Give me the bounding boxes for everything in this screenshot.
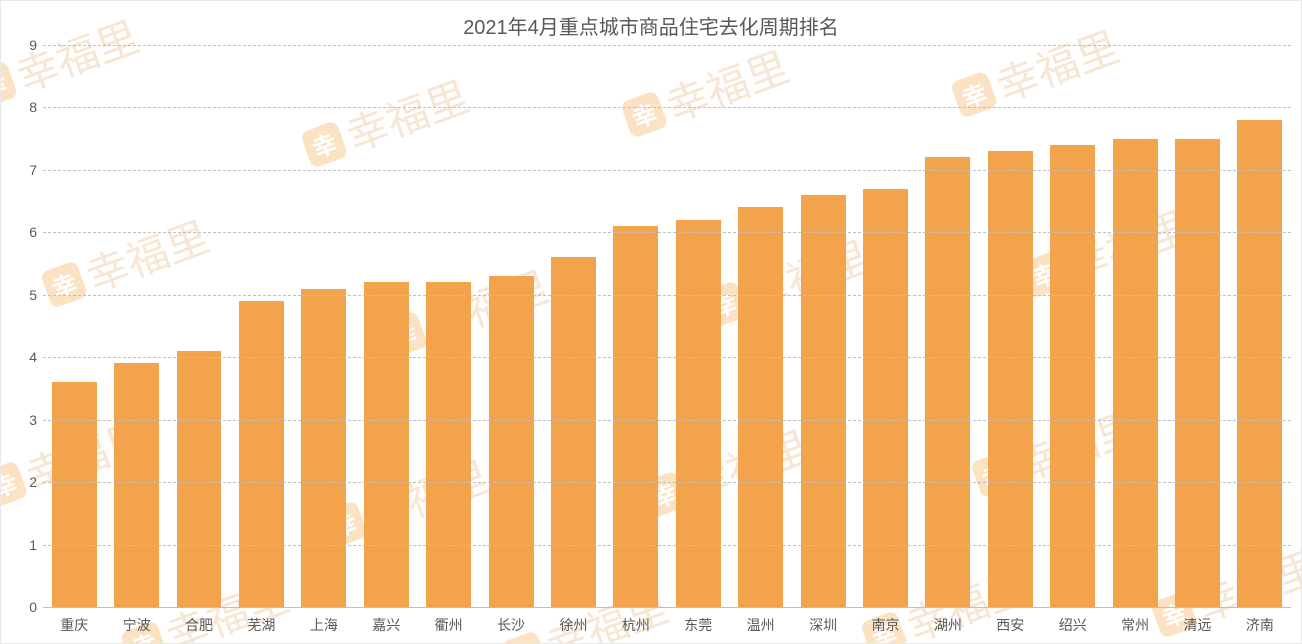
bar-slot: [792, 45, 854, 607]
y-tick-label: 4: [13, 349, 37, 365]
grid-line: [43, 357, 1291, 358]
grid-line: [43, 482, 1291, 483]
bar: [239, 301, 284, 607]
x-tick-label: 徐州: [542, 615, 604, 635]
x-tick-label: 芜湖: [230, 615, 292, 635]
grid-line: [43, 232, 1291, 233]
x-tick-label: 南京: [854, 615, 916, 635]
x-tick-label: 西安: [979, 615, 1041, 635]
y-tick-label: 0: [13, 599, 37, 615]
bar-slot: [355, 45, 417, 607]
bars-group: [43, 45, 1291, 607]
x-tick-label: 东莞: [667, 615, 729, 635]
bar-slot: [417, 45, 479, 607]
x-tick-label: 济南: [1229, 615, 1291, 635]
grid-line: [43, 45, 1291, 46]
x-tick-label: 合肥: [168, 615, 230, 635]
x-tick-label: 嘉兴: [355, 615, 417, 635]
bar-slot: [917, 45, 979, 607]
x-axis-labels: 重庆宁波合肥芜湖上海嘉兴衢州长沙徐州杭州东莞温州深圳南京湖州西安绍兴常州清远济南: [43, 615, 1291, 635]
bar: [676, 220, 721, 607]
x-tick-label: 宁波: [105, 615, 167, 635]
x-tick-label: 重庆: [43, 615, 105, 635]
chart-title: 2021年4月重点城市商品住宅去化周期排名: [1, 11, 1301, 40]
bar-slot: [1042, 45, 1104, 607]
bar: [301, 289, 346, 607]
bar-slot: [729, 45, 791, 607]
x-tick-label: 湖州: [917, 615, 979, 635]
y-tick-label: 8: [13, 99, 37, 115]
bar-slot: [293, 45, 355, 607]
plot-area: 0123456789: [43, 45, 1291, 607]
bar: [489, 276, 534, 607]
grid-line: [43, 545, 1291, 546]
bar: [426, 282, 471, 607]
y-tick-label: 6: [13, 224, 37, 240]
grid-line: [43, 420, 1291, 421]
chart-container: 幸幸福里幸幸福里幸幸福里幸幸福里幸幸福里幸幸福里幸幸福里幸幸福里幸幸福里幸幸福里…: [0, 0, 1302, 644]
y-tick-label: 3: [13, 412, 37, 428]
grid-line: [43, 295, 1291, 296]
bar: [925, 157, 970, 607]
x-tick-label: 杭州: [605, 615, 667, 635]
bar: [613, 226, 658, 607]
bar-slot: [1229, 45, 1291, 607]
x-tick-label: 衢州: [417, 615, 479, 635]
bar-slot: [168, 45, 230, 607]
grid-line: [43, 607, 1291, 608]
bar: [1050, 145, 1095, 607]
bar-slot: [854, 45, 916, 607]
y-tick-label: 1: [13, 537, 37, 553]
bar: [177, 351, 222, 607]
bar-slot: [230, 45, 292, 607]
bar: [1175, 139, 1220, 607]
bar: [364, 282, 409, 607]
x-tick-label: 深圳: [792, 615, 854, 635]
bar-slot: [667, 45, 729, 607]
bar: [114, 363, 159, 607]
x-tick-label: 长沙: [480, 615, 542, 635]
y-tick-label: 9: [13, 37, 37, 53]
bar-slot: [979, 45, 1041, 607]
y-tick-label: 5: [13, 287, 37, 303]
bar-slot: [542, 45, 604, 607]
x-tick-label: 绍兴: [1042, 615, 1104, 635]
bar-slot: [105, 45, 167, 607]
bar: [551, 257, 596, 607]
y-tick-label: 2: [13, 474, 37, 490]
bar: [1237, 120, 1282, 607]
x-tick-label: 温州: [729, 615, 791, 635]
x-tick-label: 上海: [293, 615, 355, 635]
bar: [988, 151, 1033, 607]
bar: [738, 207, 783, 607]
bar-slot: [1166, 45, 1228, 607]
y-tick-label: 7: [13, 162, 37, 178]
bar-slot: [480, 45, 542, 607]
x-tick-label: 清远: [1166, 615, 1228, 635]
grid-line: [43, 170, 1291, 171]
bar-slot: [605, 45, 667, 607]
bar-slot: [1104, 45, 1166, 607]
grid-line: [43, 107, 1291, 108]
bar: [52, 382, 97, 607]
bar-slot: [43, 45, 105, 607]
bar: [1113, 139, 1158, 607]
x-tick-label: 常州: [1104, 615, 1166, 635]
